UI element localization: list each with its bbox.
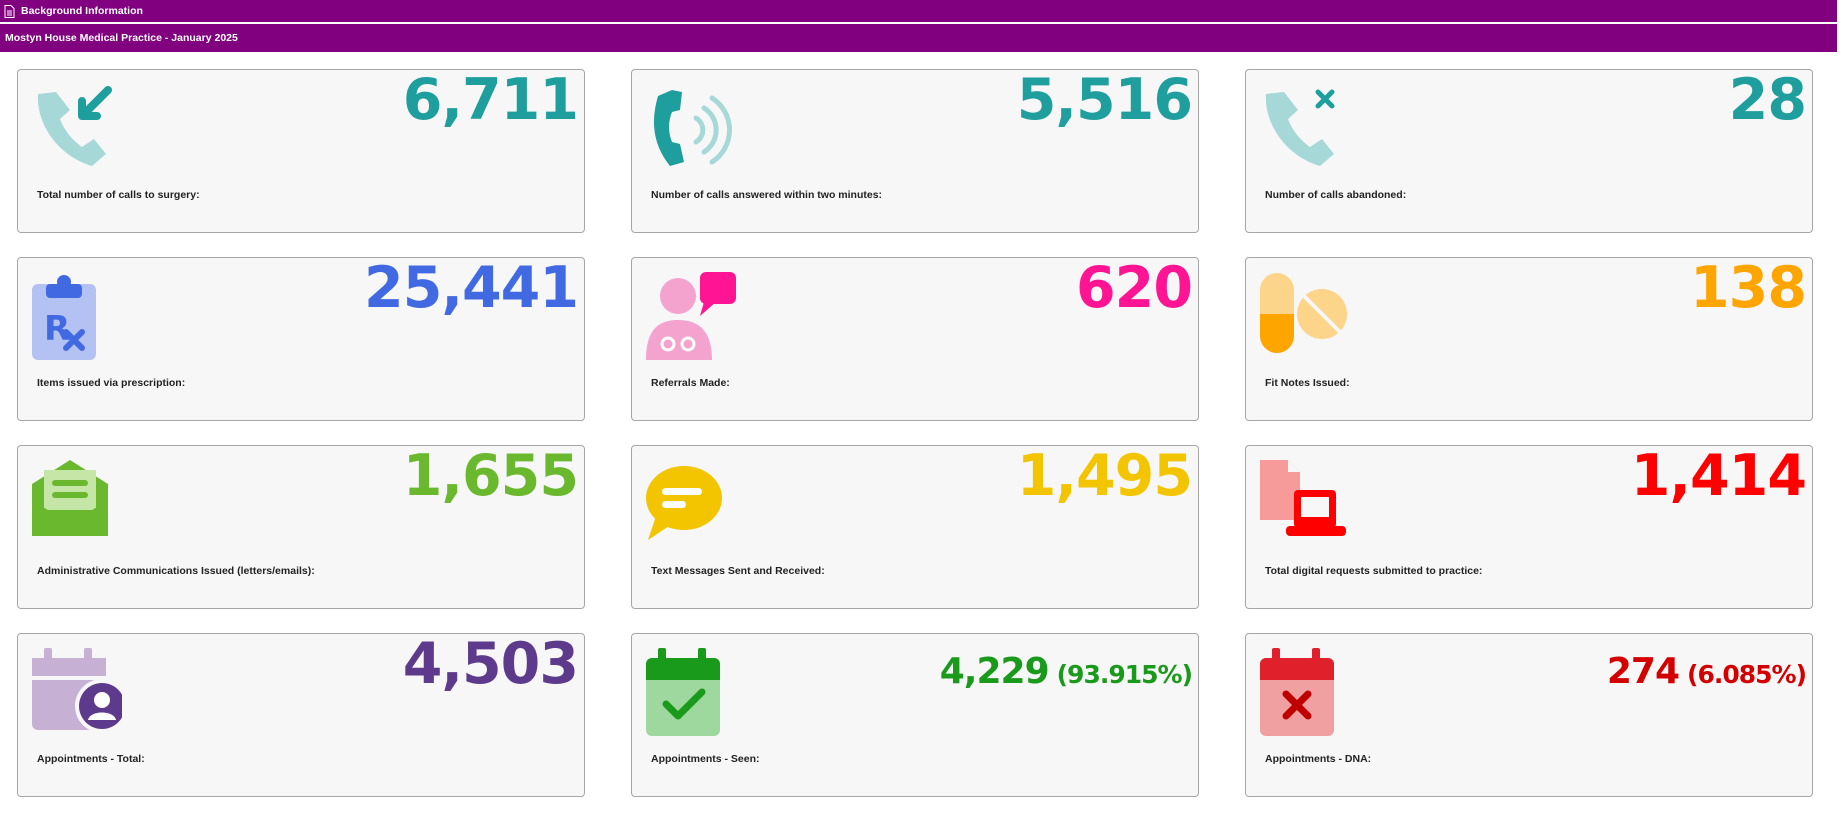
kpi-card-prescriptions: R 25,441 Items issued via prescription: bbox=[17, 257, 585, 421]
kpi-label: Text Messages Sent and Received: bbox=[651, 565, 825, 577]
kpi-count: 4,229 bbox=[939, 651, 1050, 692]
kpi-percent: (6.085%) bbox=[1687, 660, 1807, 689]
kpi-value: 138 bbox=[1690, 255, 1807, 321]
kpi-value: 1,655 bbox=[402, 443, 579, 509]
kpi-value: 1,414 bbox=[1630, 443, 1807, 509]
kpi-label: Number of calls abandoned: bbox=[1265, 189, 1407, 201]
kpi-card-appointments-seen: 4,229 (93.915%) Appointments - Seen: bbox=[631, 633, 1199, 797]
kpi-card-appointments-dna: 274 (6.085%) Appointments - DNA: bbox=[1245, 633, 1813, 797]
kpi-card-referrals: 620 Referrals Made: bbox=[631, 257, 1199, 421]
kpi-label: Referrals Made: bbox=[651, 377, 730, 389]
kpi-card-calls-answered: 5,516 Number of calls answered within tw… bbox=[631, 69, 1199, 233]
prescription-clipboard-icon: R bbox=[32, 272, 122, 362]
kpi-value: 4,229 (93.915%) bbox=[939, 651, 1193, 692]
speech-bubble-icon bbox=[646, 460, 736, 550]
incoming-call-icon bbox=[32, 84, 122, 174]
doctor-speech-icon bbox=[646, 272, 736, 362]
kpi-label: Fit Notes Issued: bbox=[1265, 377, 1350, 389]
kpi-value: 4,503 bbox=[402, 631, 579, 697]
kpi-label: Number of calls answered within two minu… bbox=[651, 189, 883, 201]
pills-icon bbox=[1260, 272, 1350, 362]
kpi-card-digital-requests: 1,414 Total digital requests submitted t… bbox=[1245, 445, 1813, 609]
document-icon bbox=[4, 4, 15, 18]
kpi-label: Appointments - Total: bbox=[37, 753, 145, 765]
kpi-count: 274 bbox=[1606, 651, 1680, 692]
kpi-card-admin-comms: 1,655 Administrative Communications Issu… bbox=[17, 445, 585, 609]
kpi-label: Total number of calls to surgery: bbox=[37, 189, 200, 201]
kpi-label: Appointments - Seen: bbox=[651, 753, 760, 765]
kpi-percent: (93.915%) bbox=[1056, 660, 1193, 689]
kpi-label: Total digital requests submitted to prac… bbox=[1265, 565, 1483, 577]
calendar-check-icon bbox=[646, 648, 736, 738]
report-title: Mostyn House Medical Practice - January … bbox=[5, 32, 238, 44]
kpi-card-total-calls: 6,711 Total number of calls to surgery: bbox=[17, 69, 585, 233]
kpi-card-fit-notes: 138 Fit Notes Issued: bbox=[1245, 257, 1813, 421]
kpi-value: 274 (6.085%) bbox=[1606, 651, 1807, 692]
phone-ringing-icon bbox=[646, 84, 736, 174]
report-title-bar: Mostyn House Medical Practice - January … bbox=[0, 24, 1837, 52]
kpi-card-text-messages: 1,495 Text Messages Sent and Received: bbox=[631, 445, 1199, 609]
calendar-person-icon bbox=[32, 648, 122, 738]
kpi-value: 25,441 bbox=[364, 255, 579, 321]
kpi-card-calls-abandoned: 28 Number of calls abandoned: bbox=[1245, 69, 1813, 233]
kpi-value: 1,495 bbox=[1016, 443, 1193, 509]
svg-text:R: R bbox=[44, 309, 70, 349]
kpi-label: Items issued via prescription: bbox=[37, 377, 186, 389]
kpi-label: Appointments - DNA: bbox=[1265, 753, 1372, 765]
kpi-value: 620 bbox=[1076, 255, 1193, 321]
file-laptop-icon bbox=[1260, 460, 1350, 550]
kpi-card-appointments-total: 4,503 Appointments - Total: bbox=[17, 633, 585, 797]
kpi-value: 28 bbox=[1728, 67, 1807, 133]
missed-call-icon bbox=[1260, 84, 1350, 174]
kpi-value: 5,516 bbox=[1016, 67, 1193, 133]
section-header[interactable]: Background Information bbox=[0, 0, 1837, 22]
envelope-letter-icon bbox=[32, 460, 122, 550]
calendar-cross-icon bbox=[1260, 648, 1350, 738]
section-title: Background Information bbox=[21, 5, 143, 17]
kpi-label: Administrative Communications Issued (le… bbox=[37, 565, 315, 577]
kpi-value: 6,711 bbox=[402, 67, 579, 133]
